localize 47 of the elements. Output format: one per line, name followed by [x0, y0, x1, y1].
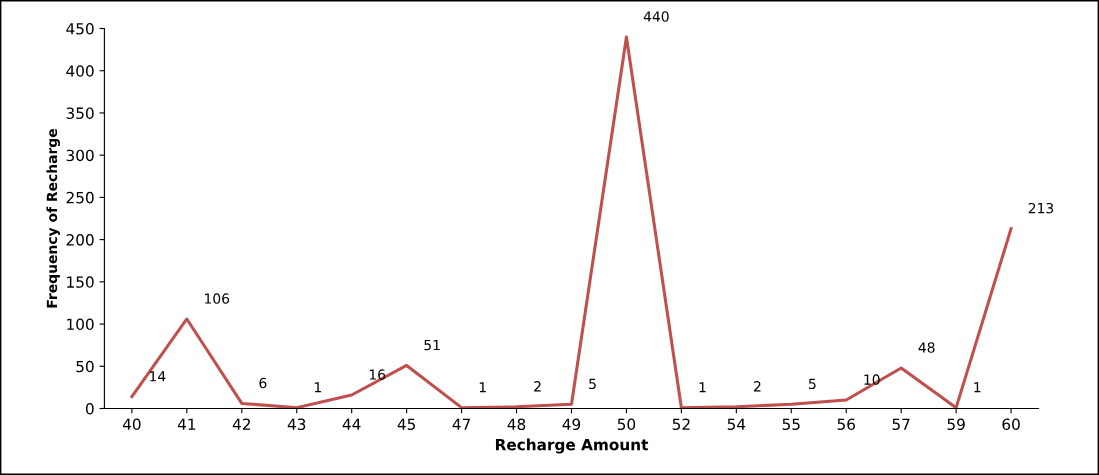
x-tick-label: 50: [617, 418, 636, 431]
x-axis-title: Recharge Amount: [495, 438, 649, 454]
data-label: 2: [754, 381, 761, 392]
y-tick-label: 400: [66, 65, 94, 77]
data-label: 1: [479, 382, 486, 393]
y-tick-label: 250: [66, 191, 94, 204]
data-label: 16: [369, 369, 386, 380]
x-tick-label: 56: [837, 418, 855, 431]
y-tick-label: 350: [66, 107, 94, 119]
data-label: 1: [699, 382, 706, 393]
x-tick-label: 48: [507, 418, 526, 431]
data-label: 51: [424, 339, 440, 351]
x-tick-label: 52: [672, 418, 690, 431]
x-tick-label: 55: [782, 418, 800, 431]
line-series: [130, 35, 1013, 409]
y-tick-label: 150: [67, 276, 94, 288]
data-label: 1: [974, 382, 981, 393]
data-label: 10: [864, 374, 880, 385]
x-tick-label: 57: [892, 418, 910, 431]
y-tick-label: 50: [76, 360, 94, 373]
y-axis-title: Frequency of Recharge: [46, 128, 60, 308]
x-tick-label: 60: [1002, 418, 1020, 431]
x-tick-label: 47: [452, 418, 470, 430]
x-tick-label: 43: [287, 418, 306, 431]
x-tick-label: 41: [177, 418, 196, 430]
y-tick-label: 100: [67, 318, 94, 331]
data-label: 5: [589, 378, 596, 390]
x-tick-label: 59: [947, 418, 965, 431]
x-tick-label: 54: [727, 418, 746, 431]
x-tick-label: 44: [342, 418, 361, 430]
data-label: 14: [150, 371, 166, 382]
data-label: 213: [1028, 202, 1054, 214]
data-label: 2: [534, 381, 541, 392]
y-tick-label: 0: [85, 402, 94, 415]
data-label: 6: [259, 377, 267, 389]
data-label: 106: [205, 293, 230, 304]
data-label: 1: [314, 382, 321, 393]
y-tick-label: 200: [66, 234, 94, 246]
y-tick-label: 450: [66, 22, 94, 35]
x-tick-label: 49: [562, 418, 581, 431]
data-label: 5: [809, 378, 816, 390]
x-tick-label: 45: [397, 418, 416, 431]
data-label: 440: [643, 11, 669, 22]
data-label: 48: [918, 342, 935, 353]
x-tick-label: 40: [122, 418, 141, 431]
x-tick-label: 42: [232, 418, 250, 430]
y-tick-label: 300: [66, 149, 94, 162]
